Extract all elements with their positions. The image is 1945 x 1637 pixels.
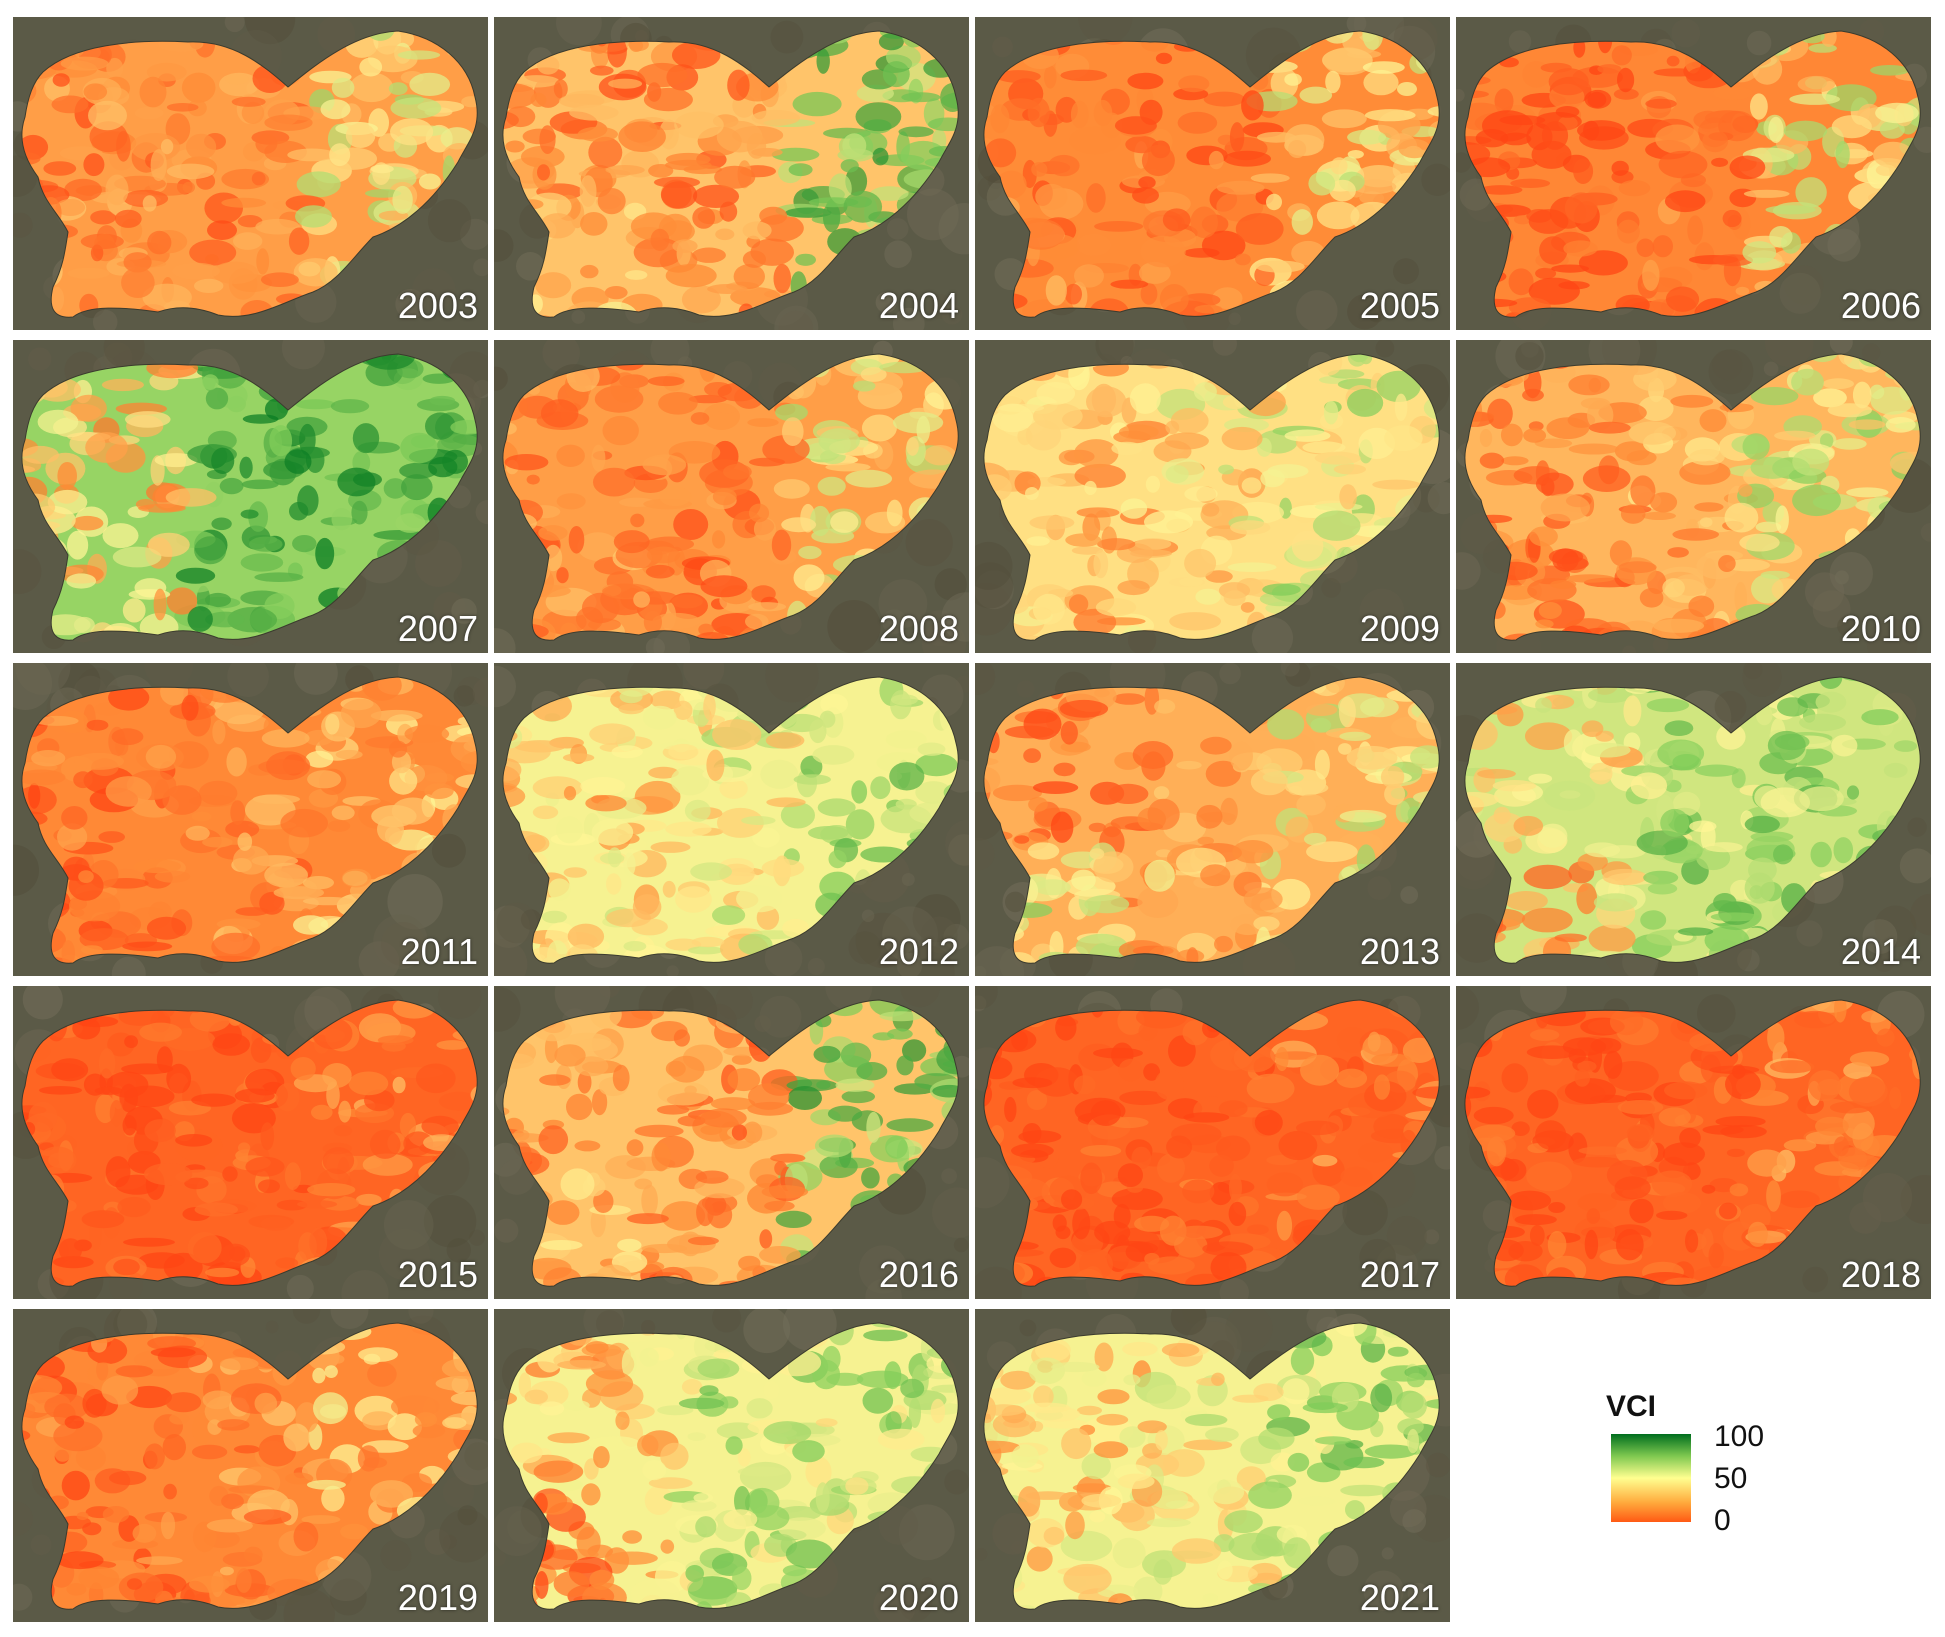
year-label-2005: 2005 <box>1359 285 1440 326</box>
map-panel-2020: 2020 <box>494 1309 969 1622</box>
year-label-2015: 2015 <box>397 1254 478 1295</box>
year-label-2019: 2019 <box>397 1577 478 1618</box>
year-label-2007: 2007 <box>397 608 478 649</box>
vci-map-2004 <box>494 17 969 330</box>
year-label-2013: 2013 <box>1359 931 1440 972</box>
year-label-2016: 2016 <box>878 1254 959 1295</box>
vci-map-2021 <box>975 1309 1450 1611</box>
vci-map-2010 <box>1456 340 1931 653</box>
map-panel-2017: 2017 <box>975 986 1450 1299</box>
vci-map-2019 <box>13 1309 488 1622</box>
vci-map-2015 <box>13 986 485 1299</box>
map-panel-2018: 2018 <box>1456 986 1931 1299</box>
vci-map-grid: 2003 2004 2005 2006 2007 2008 2009 2010 2011 2012… <box>13 17 1933 1622</box>
map-panel-2004: 2004 <box>494 17 969 330</box>
year-label-2003: 2003 <box>397 285 478 326</box>
map-panel-2008: 2008 <box>494 340 969 653</box>
vci-map-2006 <box>1456 18 1931 330</box>
year-label-2020: 2020 <box>878 1577 959 1618</box>
map-panel-2010: 2010 <box>1456 340 1931 653</box>
legend-title: VCI <box>1606 1390 1657 1423</box>
legend-tick-50: 50 <box>1714 1462 1748 1495</box>
year-label-2014: 2014 <box>1840 931 1921 972</box>
vci-map-2013 <box>975 663 1442 976</box>
vci-map-2018 <box>1456 986 1931 1299</box>
vci-map-2003 <box>13 17 488 330</box>
year-label-2021: 2021 <box>1359 1577 1440 1618</box>
legend-tick-100: 100 <box>1714 1420 1765 1453</box>
year-label-2011: 2011 <box>400 931 478 972</box>
legend-tick-0: 0 <box>1714 1504 1731 1537</box>
map-panel-2012: 2012 <box>494 663 969 976</box>
vci-map-2008 <box>494 340 969 653</box>
map-panel-2013: 2013 <box>975 663 1450 976</box>
map-panel-2015: 2015 <box>13 986 488 1299</box>
year-label-2010: 2010 <box>1840 608 1921 649</box>
year-label-2006: 2006 <box>1840 285 1921 326</box>
vci-map-2016 <box>494 986 969 1299</box>
vci-map-2012 <box>494 663 969 976</box>
map-panel-2016: 2016 <box>494 986 969 1299</box>
year-label-2018: 2018 <box>1840 1254 1921 1295</box>
map-panel-2007: 2007 <box>13 340 488 653</box>
map-panel-2005: 2005 <box>975 17 1450 330</box>
map-panel-2009: 2009 <box>975 340 1450 653</box>
vci-map-2020 <box>494 1309 969 1622</box>
vci-map-2011 <box>13 663 488 976</box>
map-panel-2021: 2021 <box>975 1309 1450 1622</box>
map-panel-2003: 2003 <box>13 17 488 330</box>
vci-map-2009 <box>975 340 1450 653</box>
vci-legend: VCI 100 50 0 <box>1606 1390 1806 1540</box>
legend-colorbar <box>1611 1434 1691 1522</box>
map-panel-2011: 2011 <box>13 663 488 976</box>
vci-map-2014 <box>1456 663 1931 976</box>
map-panel-2006: 2006 <box>1456 17 1931 330</box>
year-label-2017: 2017 <box>1359 1254 1440 1295</box>
year-label-2004: 2004 <box>878 285 959 326</box>
map-panel-2019: 2019 <box>13 1309 488 1622</box>
year-label-2008: 2008 <box>878 608 959 649</box>
year-label-2009: 2009 <box>1359 608 1440 649</box>
year-label-2012: 2012 <box>878 931 959 972</box>
vci-map-2017 <box>975 986 1450 1299</box>
vci-map-2005 <box>977 17 1450 330</box>
vci-map-2007 <box>13 340 488 649</box>
map-panel-2014: 2014 <box>1456 663 1931 976</box>
